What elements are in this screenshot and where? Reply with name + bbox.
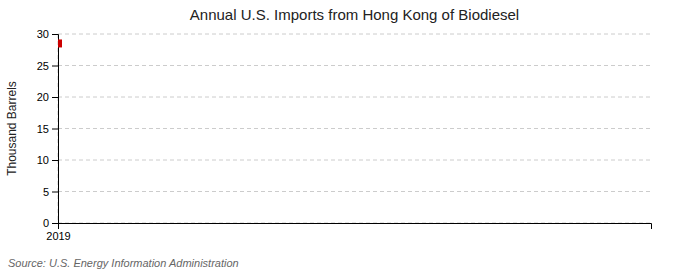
plot-area: 20190 5 10 15 20 25 30 xyxy=(37,28,652,242)
tick-mark xyxy=(52,129,58,130)
tick-mark xyxy=(52,223,58,224)
marks xyxy=(58,39,62,47)
tick-mark xyxy=(52,97,58,98)
grid-line xyxy=(58,34,651,35)
tick-label: 30 xyxy=(37,28,49,40)
tick-mark xyxy=(52,66,58,67)
grid-line xyxy=(58,65,651,66)
tick: 25 xyxy=(37,60,58,72)
grid xyxy=(58,34,651,223)
tick-mark xyxy=(52,160,58,161)
grid-line xyxy=(58,97,651,98)
chart: 20190 5 10 15 20 25 30 Annual U.S. Imports from… xyxy=(0,0,675,275)
title: Annual U.S. Imports from Hong Kong of Bi… xyxy=(190,6,519,23)
grid-line xyxy=(58,160,651,161)
grid-line xyxy=(58,128,651,129)
tick-label: 15 xyxy=(37,123,49,135)
tick: 20 xyxy=(37,91,58,103)
tick-label: 25 xyxy=(37,60,49,72)
tick-label: 2019 xyxy=(46,230,70,242)
tick-mark xyxy=(52,34,58,35)
y-axis: 0 5 10 15 20 25 30 xyxy=(37,28,59,229)
tick-label: 20 xyxy=(37,91,49,103)
tick-mark xyxy=(52,192,58,193)
tick: 30 xyxy=(37,28,58,40)
tick: 5 xyxy=(43,186,58,198)
tick: 2019 xyxy=(46,223,70,242)
axis-line xyxy=(52,35,59,224)
tick-label: 5 xyxy=(43,186,49,198)
tick: 0 xyxy=(43,217,58,229)
y-axis-label: Thousand Barrels xyxy=(5,81,19,176)
tick: 15 xyxy=(37,123,58,135)
axis-line xyxy=(59,224,652,230)
tick-label: 0 xyxy=(43,217,49,229)
tick: 10 xyxy=(37,154,58,166)
grid-line xyxy=(58,191,651,192)
tick-label: 10 xyxy=(37,154,49,166)
annotation: Source: U.S. Energy Information Administ… xyxy=(8,257,239,269)
x-axis: 2019 xyxy=(46,223,651,242)
point xyxy=(58,39,62,47)
